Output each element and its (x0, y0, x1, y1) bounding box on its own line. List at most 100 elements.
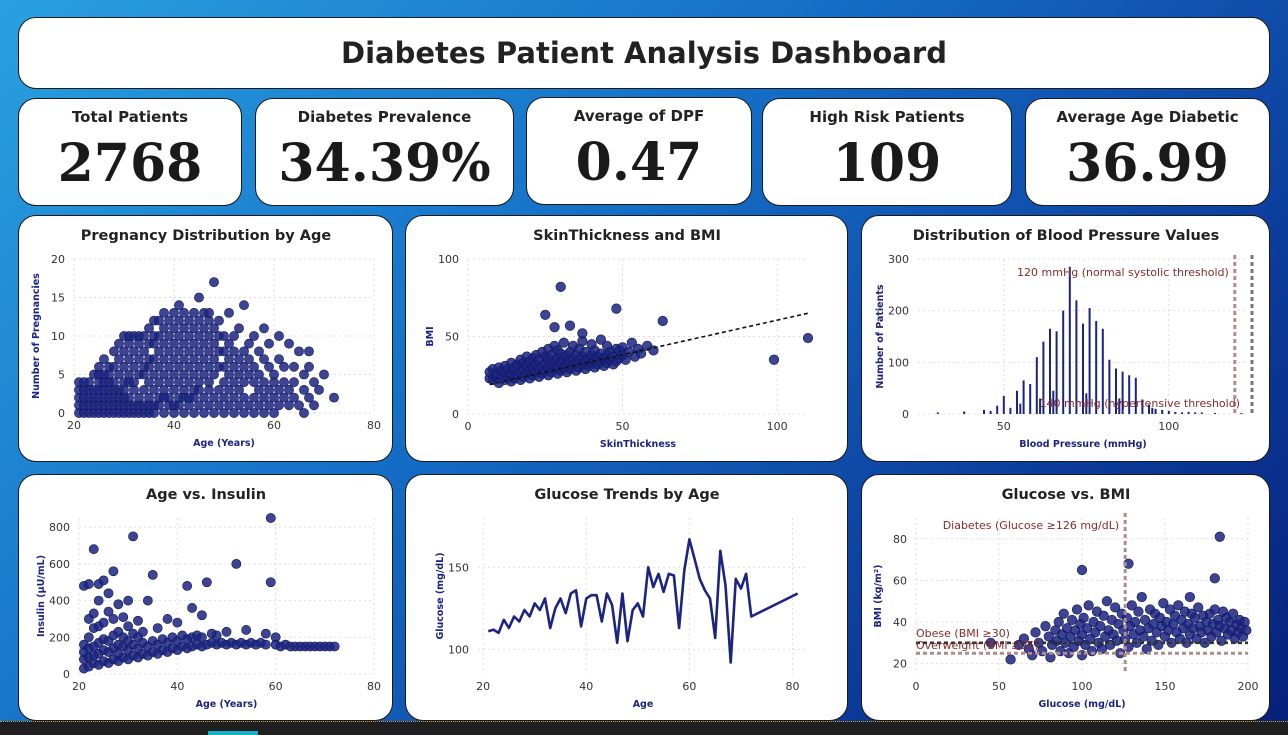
histogram-bar (989, 410, 992, 414)
kpi-card-average-age-diabetic[interactable]: Average Age Diabetic 36.99 (1025, 98, 1270, 206)
histogram-bar (1115, 368, 1117, 414)
data-point (269, 392, 279, 403)
data-point (249, 361, 259, 372)
data-point (241, 625, 252, 635)
chart-card-glucose-age[interactable]: Glucose Trends by Age 20 40 60 80 100 150 Age Gl… (405, 474, 848, 721)
chart-card-skin-bmi[interactable]: SkinThickness and BMI 0 50 100 0 50 100 SkinThi… (405, 215, 848, 462)
data-point (249, 377, 259, 388)
kpi-card-total-patients[interactable]: Total Patients 2768 (18, 98, 242, 206)
data-point (1076, 564, 1088, 576)
data-point (1101, 596, 1112, 607)
data-point (284, 338, 294, 349)
data-point (184, 315, 194, 326)
chart-card-glucose-bmi[interactable]: Glucose vs. BMI 0 50 100 150 200 20 40 60 80 Gluco… (861, 474, 1270, 721)
data-point (289, 361, 299, 372)
data-point (103, 606, 114, 617)
data-point (164, 392, 174, 403)
histogram-bar (1128, 375, 1131, 414)
data-point (234, 323, 244, 334)
data-point (274, 354, 284, 364)
data-point (194, 315, 204, 326)
data-point (184, 361, 194, 372)
chart-title: Glucose Trends by Age (534, 487, 719, 503)
data-point (128, 531, 138, 542)
x-tick-label: 100 (1072, 680, 1093, 693)
annotation-obese: Obese (BMI ≥30) (916, 627, 1010, 640)
data-point (179, 408, 189, 418)
data-point (294, 346, 304, 357)
data-point (274, 400, 284, 411)
data-point (139, 346, 149, 357)
bottom-page-strip (0, 721, 1288, 735)
data-point (211, 630, 222, 641)
kpi-card-high-risk-patients[interactable]: High Risk Patients 109 (762, 98, 1012, 206)
y-tick-label: 15 (51, 292, 65, 305)
data-point (83, 579, 94, 589)
data-point (540, 309, 551, 320)
data-point (118, 612, 129, 623)
data-point (269, 369, 279, 380)
glucose-bmi-chart: Glucose vs. BMI 0 50 100 150 200 20 40 60 80 Gluco… (873, 487, 1259, 710)
data-point (260, 628, 271, 639)
y-axis-label: Insulin (μU/mL) (36, 555, 47, 637)
data-point (1098, 610, 1109, 621)
data-point (159, 354, 169, 364)
data-point (159, 338, 169, 349)
histogram-bar (1062, 310, 1065, 414)
data-point (611, 303, 622, 314)
data-point (109, 346, 119, 357)
histogram-bar (1002, 395, 1005, 414)
glucose-trend-line (487, 538, 799, 664)
data-point (1173, 600, 1184, 611)
data-point (154, 361, 164, 372)
kpi-card-average-dpf[interactable]: Average of DPF 0.47 (526, 97, 752, 205)
data-point (329, 641, 340, 652)
page-tab-indicator[interactable] (208, 731, 258, 735)
x-tick-label: 50 (997, 420, 1011, 433)
data-point (309, 400, 319, 411)
data-point (103, 588, 114, 599)
y-axis-label: Number of Pregnancies (31, 273, 42, 399)
data-point (189, 308, 199, 318)
data-point (219, 346, 229, 357)
data-point (174, 315, 184, 326)
data-point (144, 392, 154, 403)
data-point (219, 331, 229, 341)
data-point (229, 346, 239, 357)
annotation-normal: 120 mmHg (normal systolic threshold) (1017, 266, 1229, 279)
chart-card-pregnancy[interactable]: Pregnancy Distribution by Age 20 40 60 80 0 5 1… (18, 215, 393, 462)
data-point (124, 354, 134, 364)
x-tick-label: 100 (1158, 420, 1179, 433)
data-point (149, 354, 159, 364)
x-axis-label: Glucose (mg/dL) (1038, 699, 1125, 710)
data-point (84, 377, 94, 388)
chart-card-age-insulin[interactable]: Age vs. Insulin 20 40 60 80 0 200 400 600 800 Age … (18, 474, 393, 721)
data-point (113, 599, 124, 610)
data-point (265, 513, 276, 523)
data-point (219, 377, 229, 388)
data-point (159, 384, 169, 395)
data-point (229, 331, 239, 341)
data-point (234, 354, 244, 364)
y-tick-label: 0 (58, 407, 65, 420)
chart-card-blood-pressure[interactable]: Distribution of Blood Pressure Values 50 1… (861, 215, 1270, 462)
data-point (304, 346, 314, 357)
data-point (1126, 600, 1137, 611)
histogram-bar (1181, 412, 1183, 414)
kpi-card-diabetes-prevalence[interactable]: Diabetes Prevalence 34.39% (255, 98, 514, 206)
data-point (219, 392, 229, 403)
y-tick-label: 5 (58, 369, 65, 382)
data-point (201, 577, 212, 588)
histogram-bar (996, 405, 999, 414)
data-point (194, 292, 204, 303)
data-point (169, 308, 179, 318)
data-point (564, 320, 576, 331)
data-point (259, 323, 269, 334)
y-axis-label: Number of Patients (875, 284, 886, 388)
data-point (1209, 604, 1220, 615)
kpi-label: Total Patients (71, 108, 189, 126)
data-point (1078, 612, 1089, 623)
data-point (1110, 602, 1121, 613)
x-tick-label: 80 (367, 680, 381, 693)
data-point (197, 632, 207, 643)
